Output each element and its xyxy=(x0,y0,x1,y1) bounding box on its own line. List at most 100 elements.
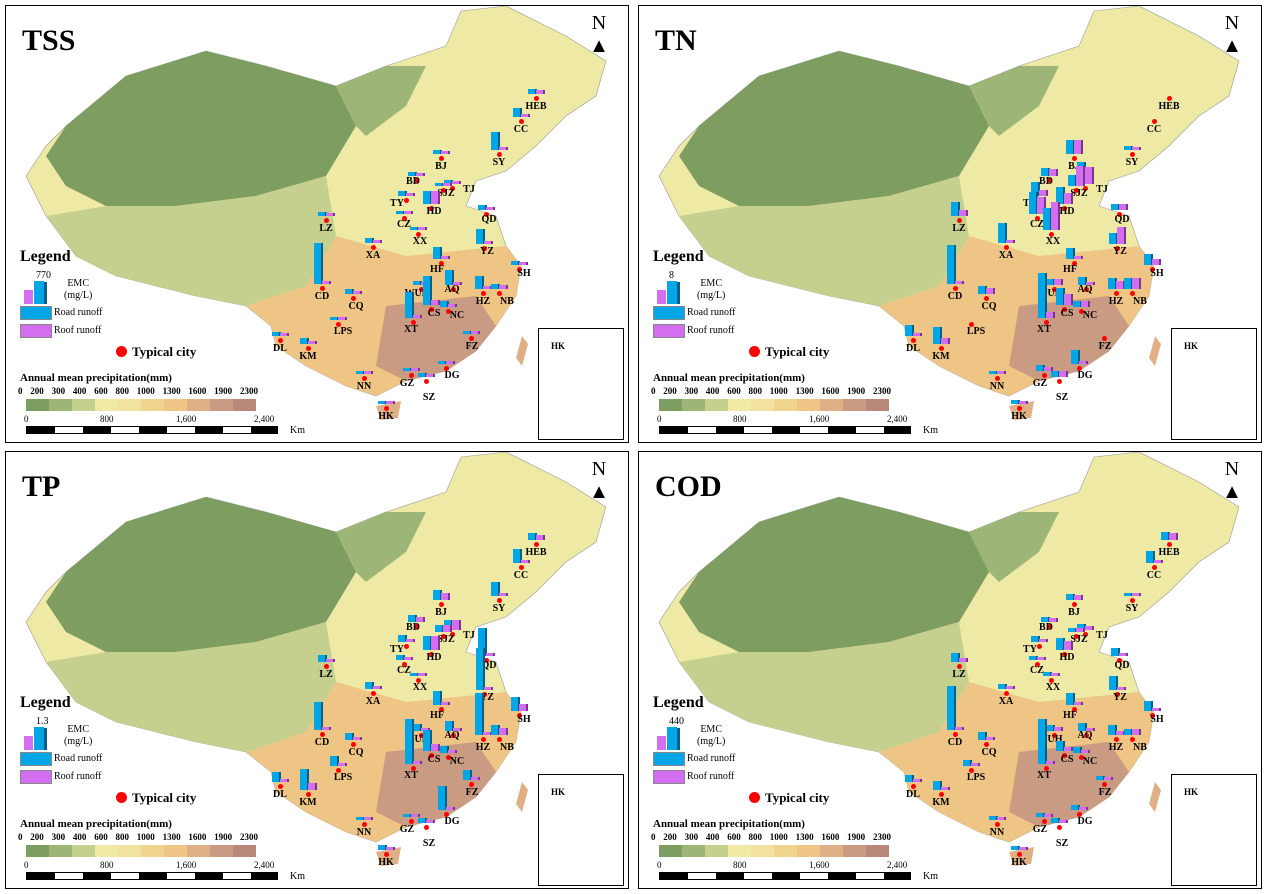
legend-title: Legend xyxy=(653,248,704,265)
city-label: NB xyxy=(1133,742,1147,753)
city-dot xyxy=(324,664,329,669)
city-dot xyxy=(1083,186,1088,191)
roof-runoff-bar xyxy=(1081,301,1090,307)
precip-tick: 1900 xyxy=(214,832,233,842)
roof-runoff-bar xyxy=(1039,639,1048,642)
scale-tick: 1,600 xyxy=(809,860,830,870)
precip-class-swatch xyxy=(797,845,820,857)
roof-runoff-bar xyxy=(373,686,382,689)
road-runoff-label: Road runoff xyxy=(54,307,103,318)
city-label: LPS xyxy=(333,326,353,337)
road-runoff-swatch xyxy=(653,306,685,320)
north-arrow-icon: N ▲ xyxy=(589,12,609,57)
city-dot xyxy=(1062,652,1067,657)
city-label: XT xyxy=(1037,770,1051,781)
road-runoff-bar xyxy=(1109,675,1118,690)
roof-runoff-bar xyxy=(421,727,430,731)
city-dot xyxy=(1072,707,1077,712)
precipitation-ticks: 0 200 300 400 600 800 1000 1300 1600 1900 2300 xyxy=(651,386,891,397)
roof-runoff-bar xyxy=(353,736,362,740)
precip-tick: 400 xyxy=(72,832,87,842)
roof-runoff-bar xyxy=(1132,146,1141,150)
roof-runoff-bar xyxy=(1006,686,1015,689)
roof-runoff-bar xyxy=(1081,750,1090,753)
city-label: CS xyxy=(427,308,441,319)
city-dot xyxy=(320,286,325,291)
roof-runoff-bar xyxy=(471,331,480,334)
roof-runoff-bar xyxy=(322,281,331,284)
roof-runoff-bar xyxy=(413,760,422,764)
road-runoff-bar xyxy=(1073,746,1082,753)
road-runoff-bar xyxy=(330,755,339,766)
roof-runoff-bar xyxy=(1117,686,1126,690)
city-dot xyxy=(384,406,389,411)
city-label: KM xyxy=(932,351,950,362)
roof-runoff-bar xyxy=(1019,400,1028,404)
roof-runoff-bar xyxy=(418,673,427,676)
city-label: CS xyxy=(1060,308,1074,319)
roof-runoff-bar xyxy=(955,281,964,284)
scale-tick: 2,400 xyxy=(254,414,275,424)
city-dot xyxy=(1150,267,1155,272)
city-dot xyxy=(429,307,434,312)
city-dot xyxy=(1035,216,1040,221)
city-dot xyxy=(1062,307,1067,312)
precip-class-swatch xyxy=(49,399,72,411)
city-dot xyxy=(419,733,424,738)
roof-runoff-bar xyxy=(959,210,968,216)
roof-runoff-bar xyxy=(1076,166,1085,186)
city-label: NC xyxy=(449,756,465,767)
roof-runoff-bar xyxy=(971,763,980,766)
legend-emc: EMC (mg/L) xyxy=(64,724,93,747)
roof-runoff-bar xyxy=(913,779,922,782)
roof-runoff-bar xyxy=(1152,708,1161,711)
map-panel-cod: COD N ▲ Legend 440 EMC (mg/L) Road runoff … xyxy=(638,451,1262,889)
roof-runoff-bar xyxy=(364,817,373,820)
city-dot xyxy=(519,119,524,124)
city-label: CD xyxy=(314,737,330,748)
city-label: HD xyxy=(426,652,442,663)
precip-class-swatch xyxy=(95,399,118,411)
road-runoff-bar xyxy=(1146,550,1155,563)
roof-runoff-bar xyxy=(913,333,922,336)
precip-tick: 300 xyxy=(51,832,66,842)
city-dot xyxy=(1077,366,1082,371)
roof-runoff-bar xyxy=(1051,201,1060,230)
roof-runoff-bar xyxy=(1117,227,1126,244)
city-dot xyxy=(1102,782,1107,787)
precipitation-ticks: 0 200 300 400 600 800 1000 1300 1600 1900 2300 xyxy=(18,832,258,843)
scale-bar xyxy=(26,872,278,880)
city-label: QD xyxy=(1114,214,1130,225)
road-runoff-bar xyxy=(438,785,447,810)
roof-runoff-bar xyxy=(521,114,530,117)
city-label: AQ xyxy=(1077,284,1093,295)
city-label: DL xyxy=(273,789,287,800)
scale-tick: 0 xyxy=(657,414,662,424)
city-dot xyxy=(320,732,325,737)
city-label: DL xyxy=(906,789,920,800)
city-dot xyxy=(416,678,421,683)
roof-runoff-bar xyxy=(486,207,495,210)
precip-class-swatch xyxy=(866,845,889,857)
city-label: HK xyxy=(1011,411,1027,422)
city-dot xyxy=(995,822,1000,827)
city-dot xyxy=(957,664,962,669)
precip-tick: 200 xyxy=(30,832,44,842)
city-dot xyxy=(1084,733,1089,738)
city-dot xyxy=(1117,212,1122,217)
typical-city-icon xyxy=(116,346,127,357)
road-runoff-bar xyxy=(476,648,485,690)
city-dot xyxy=(497,598,502,603)
roof-runoff-bar xyxy=(326,659,335,662)
city-dot xyxy=(1115,692,1120,697)
precip-tick: 0 xyxy=(651,832,656,842)
precip-tick: 200 xyxy=(663,832,677,842)
city-dot xyxy=(416,232,421,237)
city-label: SZ xyxy=(422,392,436,403)
city-dot xyxy=(469,782,474,787)
roof-runoff-bar xyxy=(1132,593,1141,596)
road-runoff-bar xyxy=(398,635,407,642)
roof-runoff-bar xyxy=(1085,167,1094,184)
precip-tick: 200 xyxy=(663,386,677,396)
city-label: CQ xyxy=(348,747,364,758)
